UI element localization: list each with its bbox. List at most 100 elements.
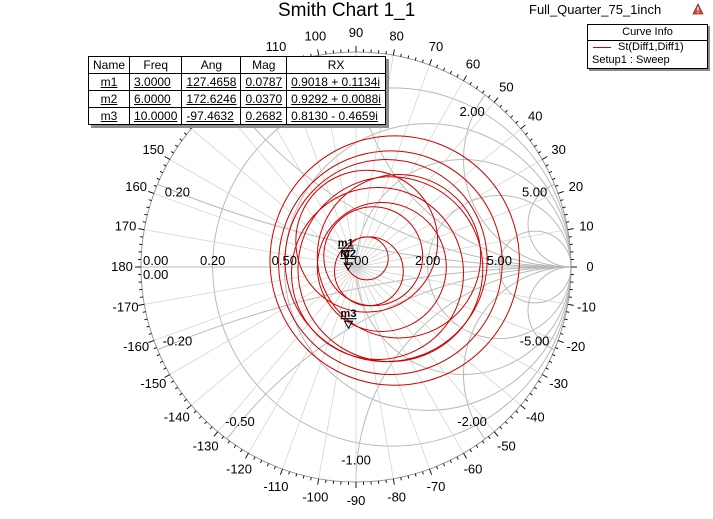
cell-mag[interactable]: 0.0787 <box>241 74 287 91</box>
perimeter-tick <box>534 145 536 147</box>
cell-freq[interactable]: 6.0000 <box>130 91 182 108</box>
angle-tick-label: 40 <box>528 109 542 124</box>
col-rx: RX <box>287 57 386 74</box>
angle-tick-label: -150 <box>140 376 166 391</box>
cell-rx[interactable]: 0.9018 + 0.1134i <box>287 74 386 91</box>
perimeter-tick <box>138 229 144 230</box>
legend-entry[interactable]: St(Diff1,Diff1) <box>588 41 707 54</box>
angle-tick-label: 90 <box>349 25 363 40</box>
perimeter-tick <box>450 71 451 74</box>
perimeter-tick <box>318 49 319 55</box>
resistance-label: 0.50 <box>272 253 297 268</box>
perimeter-tick <box>240 449 242 452</box>
angle-tick-label: 20 <box>569 179 583 194</box>
perimeter-tick <box>566 312 569 313</box>
perimeter-tick <box>149 200 152 201</box>
angle-tick-label: -30 <box>549 376 568 391</box>
perimeter-tick <box>464 453 467 458</box>
perimeter-tick <box>149 333 152 334</box>
angle-tick-label: -170 <box>113 300 139 315</box>
table-row[interactable]: m1 3.0000 127.4658 0.0787 0.9018 + 0.113… <box>89 74 386 91</box>
perimeter-tick <box>549 171 552 172</box>
perimeter-tick <box>171 151 174 153</box>
origin-label: 0.00 <box>143 267 168 282</box>
perimeter-tick <box>296 474 297 477</box>
perimeter-tick <box>511 416 513 418</box>
marker-table-header: Name Freq Ang Mag RX <box>89 57 386 74</box>
perimeter-tick <box>160 171 163 172</box>
angle-tick-label: 150 <box>142 142 164 157</box>
legend-swatch <box>593 47 611 48</box>
marker-label: m3 <box>341 308 357 320</box>
perimeter-tick <box>318 479 319 485</box>
perimeter-tick <box>534 387 536 389</box>
angle-tick-label: -140 <box>164 409 190 424</box>
perimeter-tick <box>560 333 563 334</box>
perimeter-tick <box>568 304 574 305</box>
cell-name[interactable]: m1 <box>89 74 130 91</box>
perimeter-tick <box>187 125 192 129</box>
perimeter-tick <box>516 411 518 413</box>
cell-ang[interactable]: -97.4632 <box>182 108 241 125</box>
perimeter-tick <box>500 105 502 107</box>
perimeter-tick <box>494 432 498 437</box>
perimeter-tick <box>558 341 564 343</box>
reactance-arc <box>356 267 713 519</box>
cell-name[interactable]: m2 <box>89 91 130 108</box>
perimeter-tick <box>542 375 547 378</box>
cell-mag[interactable]: 0.0370 <box>241 91 287 108</box>
perimeter-tick <box>494 98 498 103</box>
angle-tick-label: 160 <box>125 179 147 194</box>
angle-tick-label: 10 <box>579 218 593 233</box>
perimeter-tick <box>303 476 304 479</box>
perimeter-tick <box>199 416 201 418</box>
angle-gridline <box>356 267 494 432</box>
cell-rx[interactable]: 0.9292 + 0.0088i <box>287 91 386 108</box>
perimeter-tick <box>538 381 541 383</box>
perimeter-tick <box>415 57 416 60</box>
perimeter-tick <box>521 405 526 409</box>
perimeter-tick <box>430 469 432 475</box>
angle-gridline <box>154 267 356 341</box>
perimeter-tick <box>563 326 566 327</box>
angle-tick-label: -50 <box>497 438 516 453</box>
angle-tick-label: -110 <box>263 479 288 494</box>
perimeter-tick <box>470 449 472 452</box>
resistance-label: 2.00 <box>415 253 440 268</box>
marker-label: m2 <box>340 248 356 260</box>
table-row[interactable]: m2 6.0000 172.6246 0.0370 0.9292 + 0.008… <box>89 91 386 108</box>
cell-rx[interactable]: 0.8130 - 0.4659i <box>287 108 386 125</box>
perimeter-tick <box>157 178 160 179</box>
table-row[interactable]: m3 10.0000 -97.4632 0.2682 0.8130 - 0.46… <box>89 108 386 125</box>
warning-icon[interactable] <box>692 3 704 15</box>
perimeter-tick <box>525 133 527 135</box>
perimeter-tick <box>511 116 513 118</box>
angle-tick-label: -130 <box>193 438 219 453</box>
angle-tick-label: -90 <box>347 493 366 508</box>
perimeter-tick <box>464 76 467 81</box>
perimeter-tick <box>144 319 147 320</box>
legend-trace-name: St(Diff1,Diff1) <box>618 41 684 54</box>
col-freq: Freq <box>130 57 182 74</box>
cell-ang[interactable]: 172.6246 <box>182 91 241 108</box>
cell-ang[interactable]: 127.4658 <box>182 74 241 91</box>
cell-name[interactable]: m3 <box>89 108 130 125</box>
perimeter-tick <box>157 354 160 355</box>
angle-tick-label: -100 <box>302 489 328 504</box>
cell-freq[interactable]: 10.0000 <box>130 108 182 125</box>
perimeter-tick <box>422 471 423 474</box>
cell-mag[interactable]: 0.2682 <box>241 108 287 125</box>
perimeter-tick <box>552 178 555 179</box>
angle-tick-label: 50 <box>499 80 513 95</box>
perimeter-tick <box>482 441 484 443</box>
curve-info-legend[interactable]: Curve Info St(Diff1,Diff1) Setup1 : Swee… <box>587 24 708 69</box>
perimeter-tick <box>234 445 236 447</box>
perimeter-tick <box>246 453 249 458</box>
perimeter-tick <box>443 68 444 71</box>
perimeter-tick <box>457 75 458 78</box>
angle-tick-label: -40 <box>526 409 545 424</box>
perimeter-tick <box>437 65 438 68</box>
marker-table[interactable]: Name Freq Ang Mag RX m1 3.0000 127.4658 … <box>88 56 386 125</box>
trace-loop <box>296 170 438 312</box>
cell-freq[interactable]: 3.0000 <box>130 74 182 91</box>
